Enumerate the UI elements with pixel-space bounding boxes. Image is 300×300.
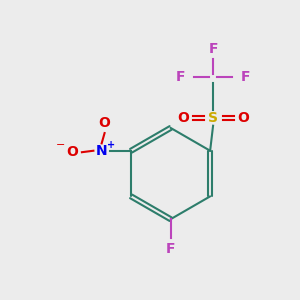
Text: O: O: [238, 111, 249, 125]
Text: O: O: [66, 145, 78, 159]
Text: O: O: [99, 116, 110, 130]
Text: +: +: [107, 140, 115, 150]
Text: N: N: [96, 144, 107, 158]
Text: −: −: [56, 140, 65, 150]
Text: F: F: [166, 242, 175, 256]
Text: F: F: [241, 70, 250, 84]
Text: F: F: [176, 70, 185, 84]
Text: S: S: [208, 111, 218, 125]
Text: O: O: [177, 111, 189, 125]
Text: F: F: [208, 42, 218, 56]
